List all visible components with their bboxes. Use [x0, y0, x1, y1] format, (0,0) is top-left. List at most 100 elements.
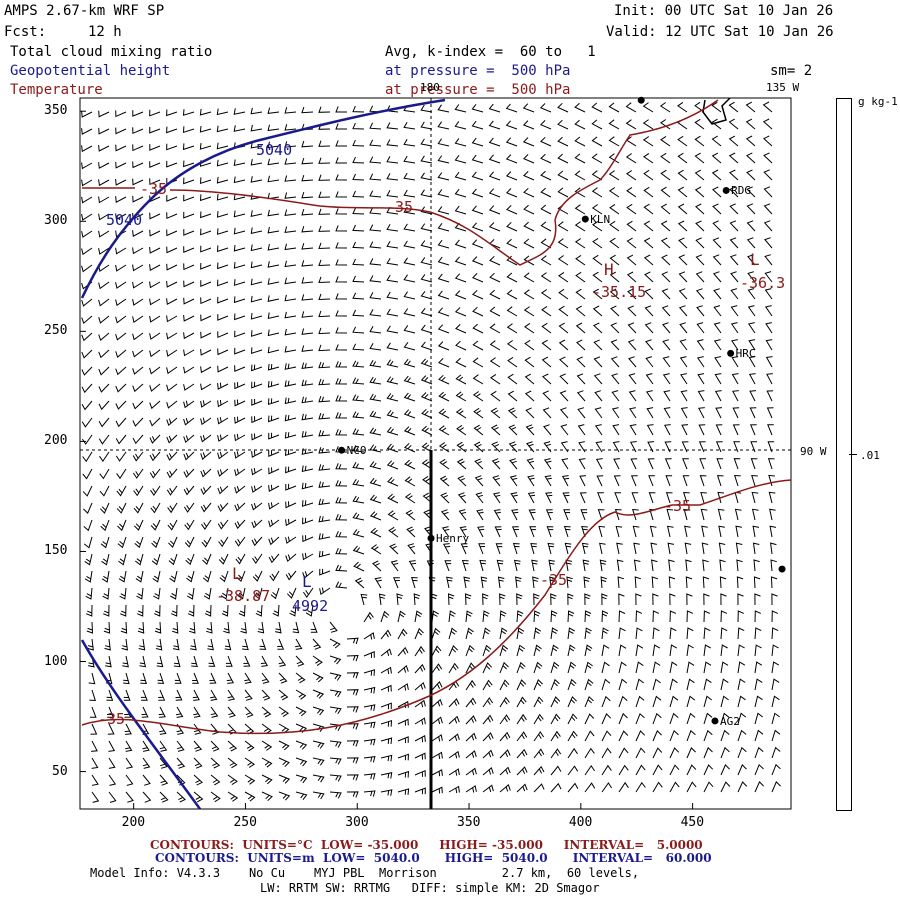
- wind-barb: [199, 194, 212, 202]
- wind-barb: [580, 509, 588, 521]
- wind-barb: [380, 702, 392, 710]
- label-temp-m35-b: -35: [386, 198, 414, 216]
- wind-barb: [352, 411, 365, 419]
- wind-barb: [421, 459, 433, 470]
- wind-barb: [301, 106, 314, 114]
- wind-barb: [652, 627, 660, 640]
- wind-barb: [116, 485, 127, 497]
- wind-barb: [386, 122, 399, 130]
- wind-barb: [563, 509, 571, 521]
- wind-barb: [238, 604, 246, 617]
- wind-barb: [488, 137, 501, 147]
- wind-barb: [454, 104, 467, 113]
- wind-barb: [159, 791, 169, 803]
- wind-barb: [132, 110, 144, 117]
- wind-barb: [696, 356, 705, 368]
- wind-barb: [584, 678, 594, 691]
- wind-barb: [541, 339, 552, 351]
- wind-barb: [312, 638, 322, 650]
- wind-barb: [754, 593, 761, 606]
- wind-barb: [103, 604, 110, 617]
- wind-barb: [544, 475, 552, 487]
- wind-barb: [698, 424, 706, 436]
- wind-barb: [250, 261, 263, 269]
- wind-barb: [390, 560, 399, 572]
- wind-barb: [149, 451, 161, 462]
- wind-barb: [132, 383, 144, 393]
- wind-barb: [584, 713, 595, 725]
- wind-barb: [681, 424, 689, 436]
- wind-barb: [346, 723, 359, 730]
- wind-barb: [149, 212, 161, 220]
- wind-barb: [591, 136, 603, 147]
- wind-barb: [217, 365, 229, 373]
- wind-barb: [133, 502, 144, 514]
- wind-barb: [437, 223, 450, 232]
- wind-barb: [737, 746, 747, 759]
- wind-barb: [115, 161, 127, 169]
- wind-barb: [171, 621, 179, 634]
- label-temp-m35-a: -35: [140, 180, 168, 198]
- wind-barb: [472, 273, 484, 283]
- wind-barb: [746, 152, 756, 164]
- wind-barb: [243, 655, 251, 667]
- station-dot: [427, 534, 435, 542]
- wind-barb: [576, 390, 586, 402]
- wind-barb: [369, 427, 382, 436]
- wind-barb: [437, 121, 450, 130]
- wind-barb: [597, 509, 605, 521]
- wind-barb: [267, 346, 280, 354]
- wind-barb: [680, 373, 688, 385]
- wind-barb: [363, 686, 376, 694]
- wind-barb: [115, 196, 127, 203]
- wind-barb: [166, 451, 178, 461]
- wind-barb: [149, 366, 161, 375]
- wind-barb: [454, 256, 467, 266]
- wind-barb: [227, 791, 239, 802]
- wind-barb: [720, 610, 728, 623]
- wind-barb: [618, 644, 627, 657]
- wind-barb: [714, 390, 722, 402]
- wind-barb: [118, 570, 127, 583]
- wind-barb: [736, 576, 744, 589]
- wind-barb: [420, 138, 433, 147]
- wind-barb: [169, 570, 178, 583]
- wind-barb: [720, 781, 731, 793]
- wind-barb: [550, 696, 561, 708]
- wind-barb: [254, 587, 263, 600]
- wind-barb: [576, 373, 586, 385]
- wind-barb: [335, 361, 348, 368]
- wind-barb: [499, 610, 507, 623]
- wind-barb: [284, 277, 297, 285]
- wind-barb: [182, 126, 195, 133]
- wind-barb: [318, 157, 331, 164]
- wind-barb: [563, 525, 571, 538]
- wind-barb: [237, 587, 246, 600]
- wind-barb: [601, 644, 610, 657]
- wind-barb: [285, 570, 297, 581]
- wind-barb: [166, 195, 178, 202]
- wind-barb: [81, 162, 93, 170]
- wind-barb: [124, 723, 132, 735]
- wind-barb: [608, 119, 620, 130]
- wind-barb: [748, 356, 756, 368]
- wind-barb: [278, 655, 287, 667]
- wind-barb: [516, 731, 528, 742]
- wind-barb: [526, 458, 535, 470]
- wind-barb: [167, 502, 178, 514]
- wind-barb: [714, 356, 722, 368]
- wind-barb: [285, 501, 297, 509]
- wind-barb: [346, 791, 359, 798]
- wind-barb: [81, 110, 93, 118]
- wind-barb: [550, 661, 560, 674]
- wind-barb: [482, 679, 493, 691]
- wind-barb: [268, 432, 280, 440]
- wind-barb: [642, 136, 654, 147]
- wind-barb: [151, 553, 161, 566]
- colorbar-unit: g kg-1: [858, 95, 898, 108]
- wind-barb: [403, 121, 416, 130]
- wind-barb: [135, 570, 144, 583]
- wind-barb: [216, 228, 229, 235]
- wind-barb: [737, 627, 745, 640]
- wind-barb: [734, 474, 741, 487]
